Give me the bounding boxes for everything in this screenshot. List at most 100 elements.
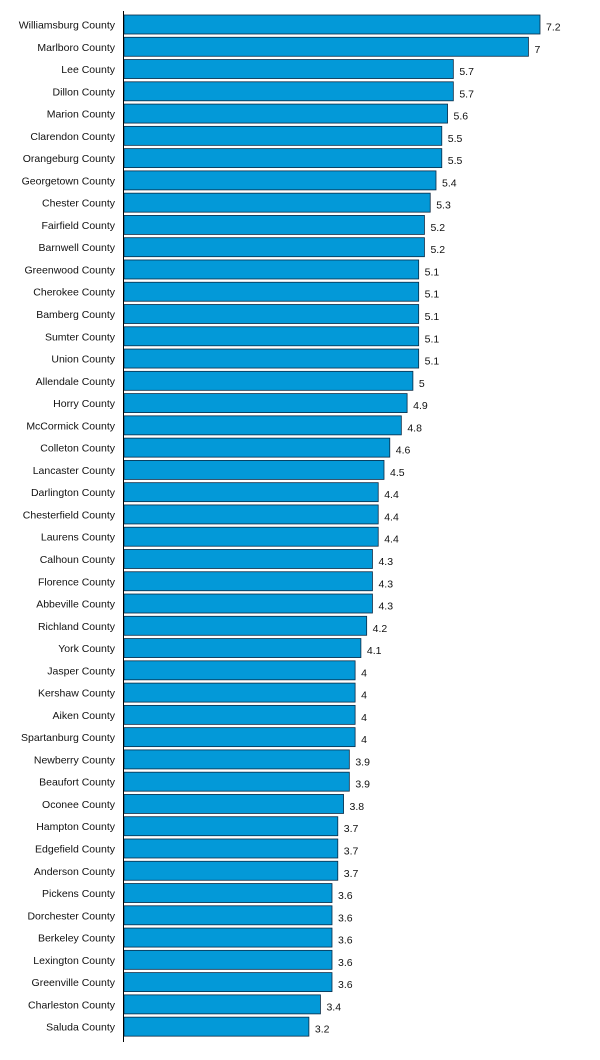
category-label: Hampton County xyxy=(36,821,116,833)
category-label: Colleton County xyxy=(40,443,115,455)
category-label: Orangeburg County xyxy=(23,153,116,165)
category-label: Newberry County xyxy=(34,754,116,766)
bar xyxy=(123,59,454,79)
category-label: Chesterfield County xyxy=(23,509,116,521)
bar xyxy=(123,816,339,837)
value-label: 5.7 xyxy=(459,88,474,100)
category-label: Horry County xyxy=(53,398,116,410)
bar xyxy=(123,370,414,391)
category-label: Spartanburg County xyxy=(21,732,116,744)
value-label: 3.8 xyxy=(350,801,365,813)
category-label: Lexington County xyxy=(33,955,115,967)
bar xyxy=(123,36,529,57)
value-label: 4.8 xyxy=(407,422,422,434)
category-label: Fairfield County xyxy=(41,220,115,232)
bar xyxy=(123,549,373,569)
category-label: Kershaw County xyxy=(38,688,116,700)
bar xyxy=(123,393,408,413)
category-label: Barnwell County xyxy=(39,242,116,254)
value-label: 4.3 xyxy=(378,601,393,613)
category-label: York County xyxy=(58,643,116,655)
value-label: 3.6 xyxy=(338,935,353,947)
value-label: 5.7 xyxy=(459,66,474,78)
category-label: Calhoun County xyxy=(40,554,116,566)
value-labels-group: 7.2 7 5.7 5.7 5.6 5.5 5.5 5.4 5.3 5.2 5.2 5.1 5.1 5.1… xyxy=(315,22,561,1036)
value-label: 5.5 xyxy=(448,155,463,167)
value-label: 3.7 xyxy=(344,823,359,835)
value-label: 5.1 xyxy=(425,356,440,368)
category-label: Oconee County xyxy=(42,799,116,811)
value-label: 5.3 xyxy=(436,200,451,212)
bar xyxy=(123,949,333,970)
category-label: McCormick County xyxy=(26,420,115,432)
category-label: Greenville County xyxy=(32,977,116,989)
bar xyxy=(123,459,385,480)
bar xyxy=(123,125,443,146)
bar xyxy=(123,281,420,302)
bar xyxy=(123,504,379,525)
value-label: 5.6 xyxy=(454,111,469,123)
bar xyxy=(123,883,333,903)
bar xyxy=(123,192,431,213)
bar xyxy=(123,972,333,993)
value-label: 5 xyxy=(419,378,425,390)
value-label: 3.6 xyxy=(338,957,353,969)
category-label: Dorchester County xyxy=(27,910,115,922)
value-label: 5.2 xyxy=(430,244,445,256)
value-label: 4.6 xyxy=(396,445,411,457)
value-label: 5.4 xyxy=(442,177,457,189)
bar xyxy=(123,215,425,235)
bar xyxy=(123,348,420,369)
bar xyxy=(123,571,373,592)
category-label: Pickens County xyxy=(42,888,116,900)
category-label: Abbeville County xyxy=(36,599,116,611)
bar xyxy=(123,437,391,458)
value-label: 5.1 xyxy=(425,266,440,278)
category-label: Bamberg County xyxy=(36,309,116,321)
bar xyxy=(123,660,356,681)
category-label: Darlington County xyxy=(31,487,116,499)
bar xyxy=(123,638,362,658)
value-label: 5.2 xyxy=(430,222,445,234)
bar xyxy=(123,14,541,35)
bar xyxy=(123,326,420,347)
bars-group xyxy=(123,14,541,1037)
bar xyxy=(123,704,356,725)
category-label: Aiken County xyxy=(53,710,116,722)
category-label: Berkeley County xyxy=(38,933,116,945)
bar xyxy=(123,838,339,859)
bar xyxy=(123,682,356,703)
category-labels-group: Williamsburg County Marlboro County Lee Co… xyxy=(19,20,116,1034)
bar xyxy=(123,103,448,124)
bar xyxy=(123,1016,310,1037)
category-label: Saluda County xyxy=(46,1022,116,1034)
value-label: 7.2 xyxy=(546,22,561,34)
category-label: Anderson County xyxy=(34,866,116,878)
category-label: Allendale County xyxy=(36,376,116,388)
value-label: 3.6 xyxy=(338,890,353,902)
category-label: Marlboro County xyxy=(37,42,115,54)
value-label: 4.1 xyxy=(367,645,382,657)
bar xyxy=(123,927,333,948)
value-label: 7 xyxy=(534,44,540,56)
bar xyxy=(123,482,379,503)
value-label: 3.2 xyxy=(315,1024,330,1036)
category-label: Georgetown County xyxy=(22,175,116,187)
value-label: 4.4 xyxy=(384,534,399,546)
value-label: 4.2 xyxy=(373,623,388,635)
bar xyxy=(123,415,402,436)
category-label: Cherokee County xyxy=(33,287,115,299)
category-label: Richland County xyxy=(38,621,116,633)
value-label: 4 xyxy=(361,734,367,746)
category-label: Lee County xyxy=(61,64,115,76)
bar xyxy=(123,727,356,748)
bar xyxy=(123,860,339,881)
value-label: 3.6 xyxy=(338,979,353,991)
bar xyxy=(123,771,350,792)
category-label: Florence County xyxy=(38,576,116,588)
value-label: 3.7 xyxy=(344,845,359,857)
category-label: Charleston County xyxy=(28,999,116,1011)
value-label: 4.4 xyxy=(384,511,399,523)
value-label: 3.4 xyxy=(326,1001,341,1013)
category-label: Clarendon County xyxy=(30,131,115,143)
